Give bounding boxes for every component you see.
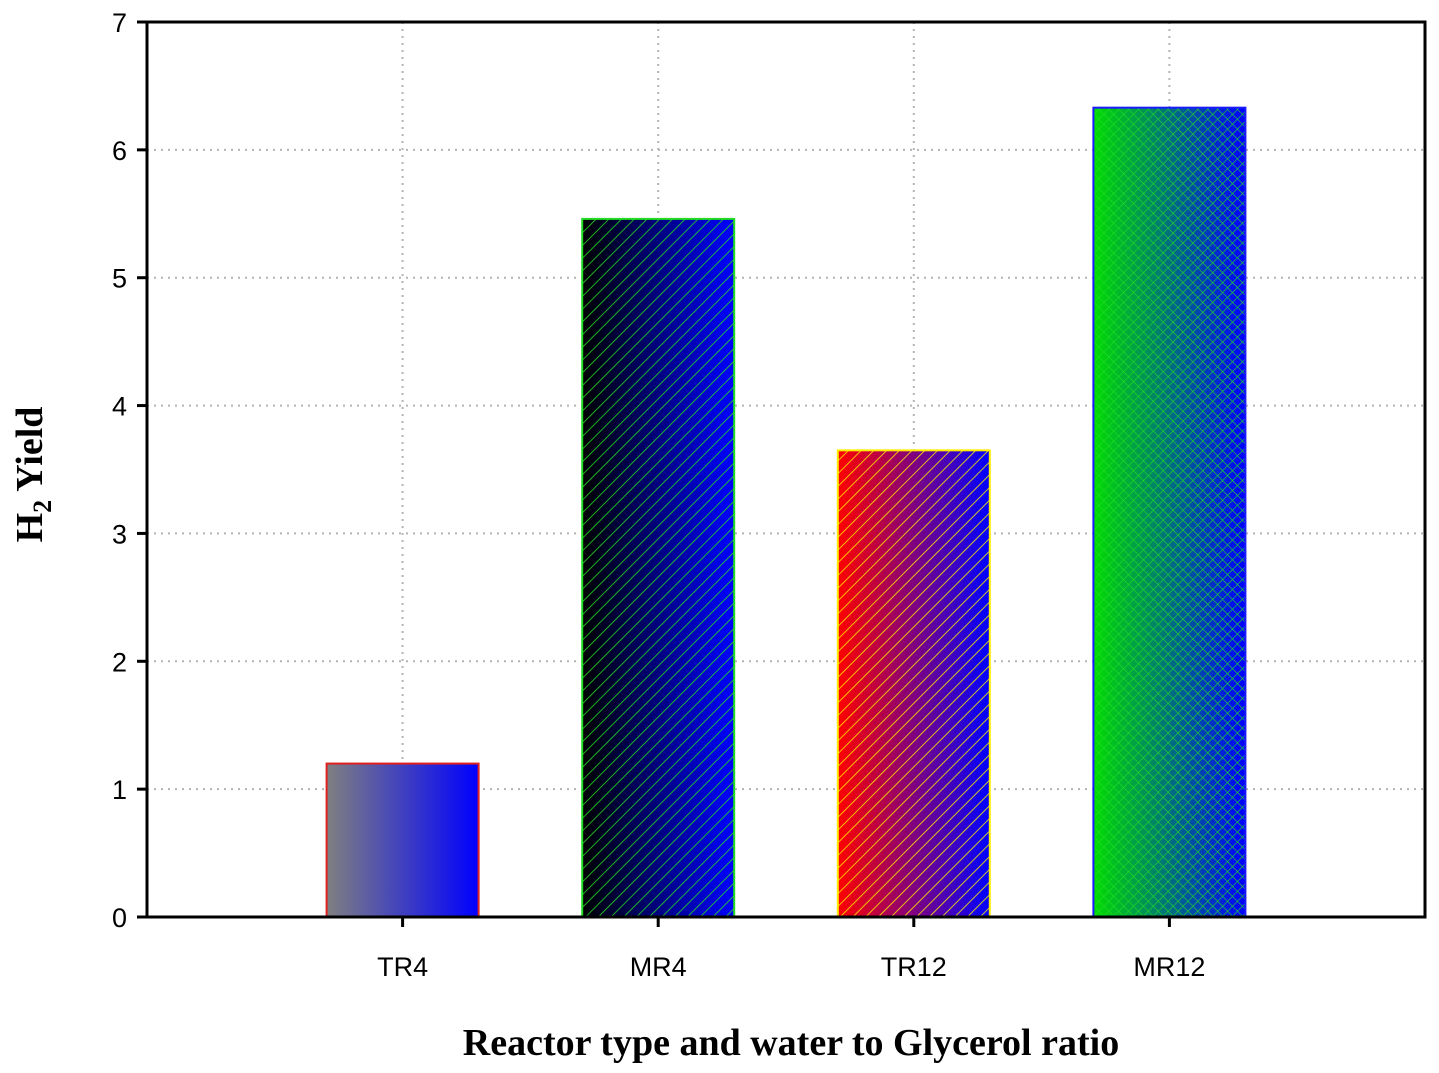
x-tick-label: MR4 xyxy=(630,952,687,982)
y-tick-label: 4 xyxy=(112,392,127,422)
x-axis-title: Reactor type and water to Glycerol ratio xyxy=(463,1022,1119,1064)
y-axis-title: H2 Yield xyxy=(9,407,57,543)
bars xyxy=(325,106,1247,918)
bar-hatch xyxy=(1093,107,1246,917)
y-axis-title-suffix: Yield xyxy=(9,407,51,500)
tick-labels: 0 1 2 3 4 5 6 7 TR4 MR4 TR12 MR12 xyxy=(112,8,1205,982)
bar-mr12 xyxy=(1092,106,1247,918)
bar-tr12 xyxy=(836,449,991,918)
y-tick-label: 2 xyxy=(112,647,127,677)
bar-hatch xyxy=(582,218,735,917)
x-tick-label: MR12 xyxy=(1133,952,1205,982)
plot-frame xyxy=(145,20,1427,919)
y-tick-label: 7 xyxy=(112,8,127,38)
bar-tr4 xyxy=(325,762,480,918)
y-tick-label: 6 xyxy=(112,136,127,166)
y-tick-label: 5 xyxy=(112,264,127,294)
axis-ticks xyxy=(137,20,1171,927)
bar-hatch xyxy=(837,450,990,917)
bar-fill xyxy=(326,763,479,917)
y-axis-title-prefix: H xyxy=(9,513,51,543)
bar-mr4 xyxy=(581,217,736,918)
y-tick-label: 0 xyxy=(112,903,127,933)
x-tick-label: TR12 xyxy=(881,952,947,982)
y-axis-title-subscript: 2 xyxy=(28,500,57,513)
y-tick-label: 1 xyxy=(112,775,127,805)
y-tick-label: 3 xyxy=(112,519,127,549)
x-tick-label: TR4 xyxy=(377,952,428,982)
